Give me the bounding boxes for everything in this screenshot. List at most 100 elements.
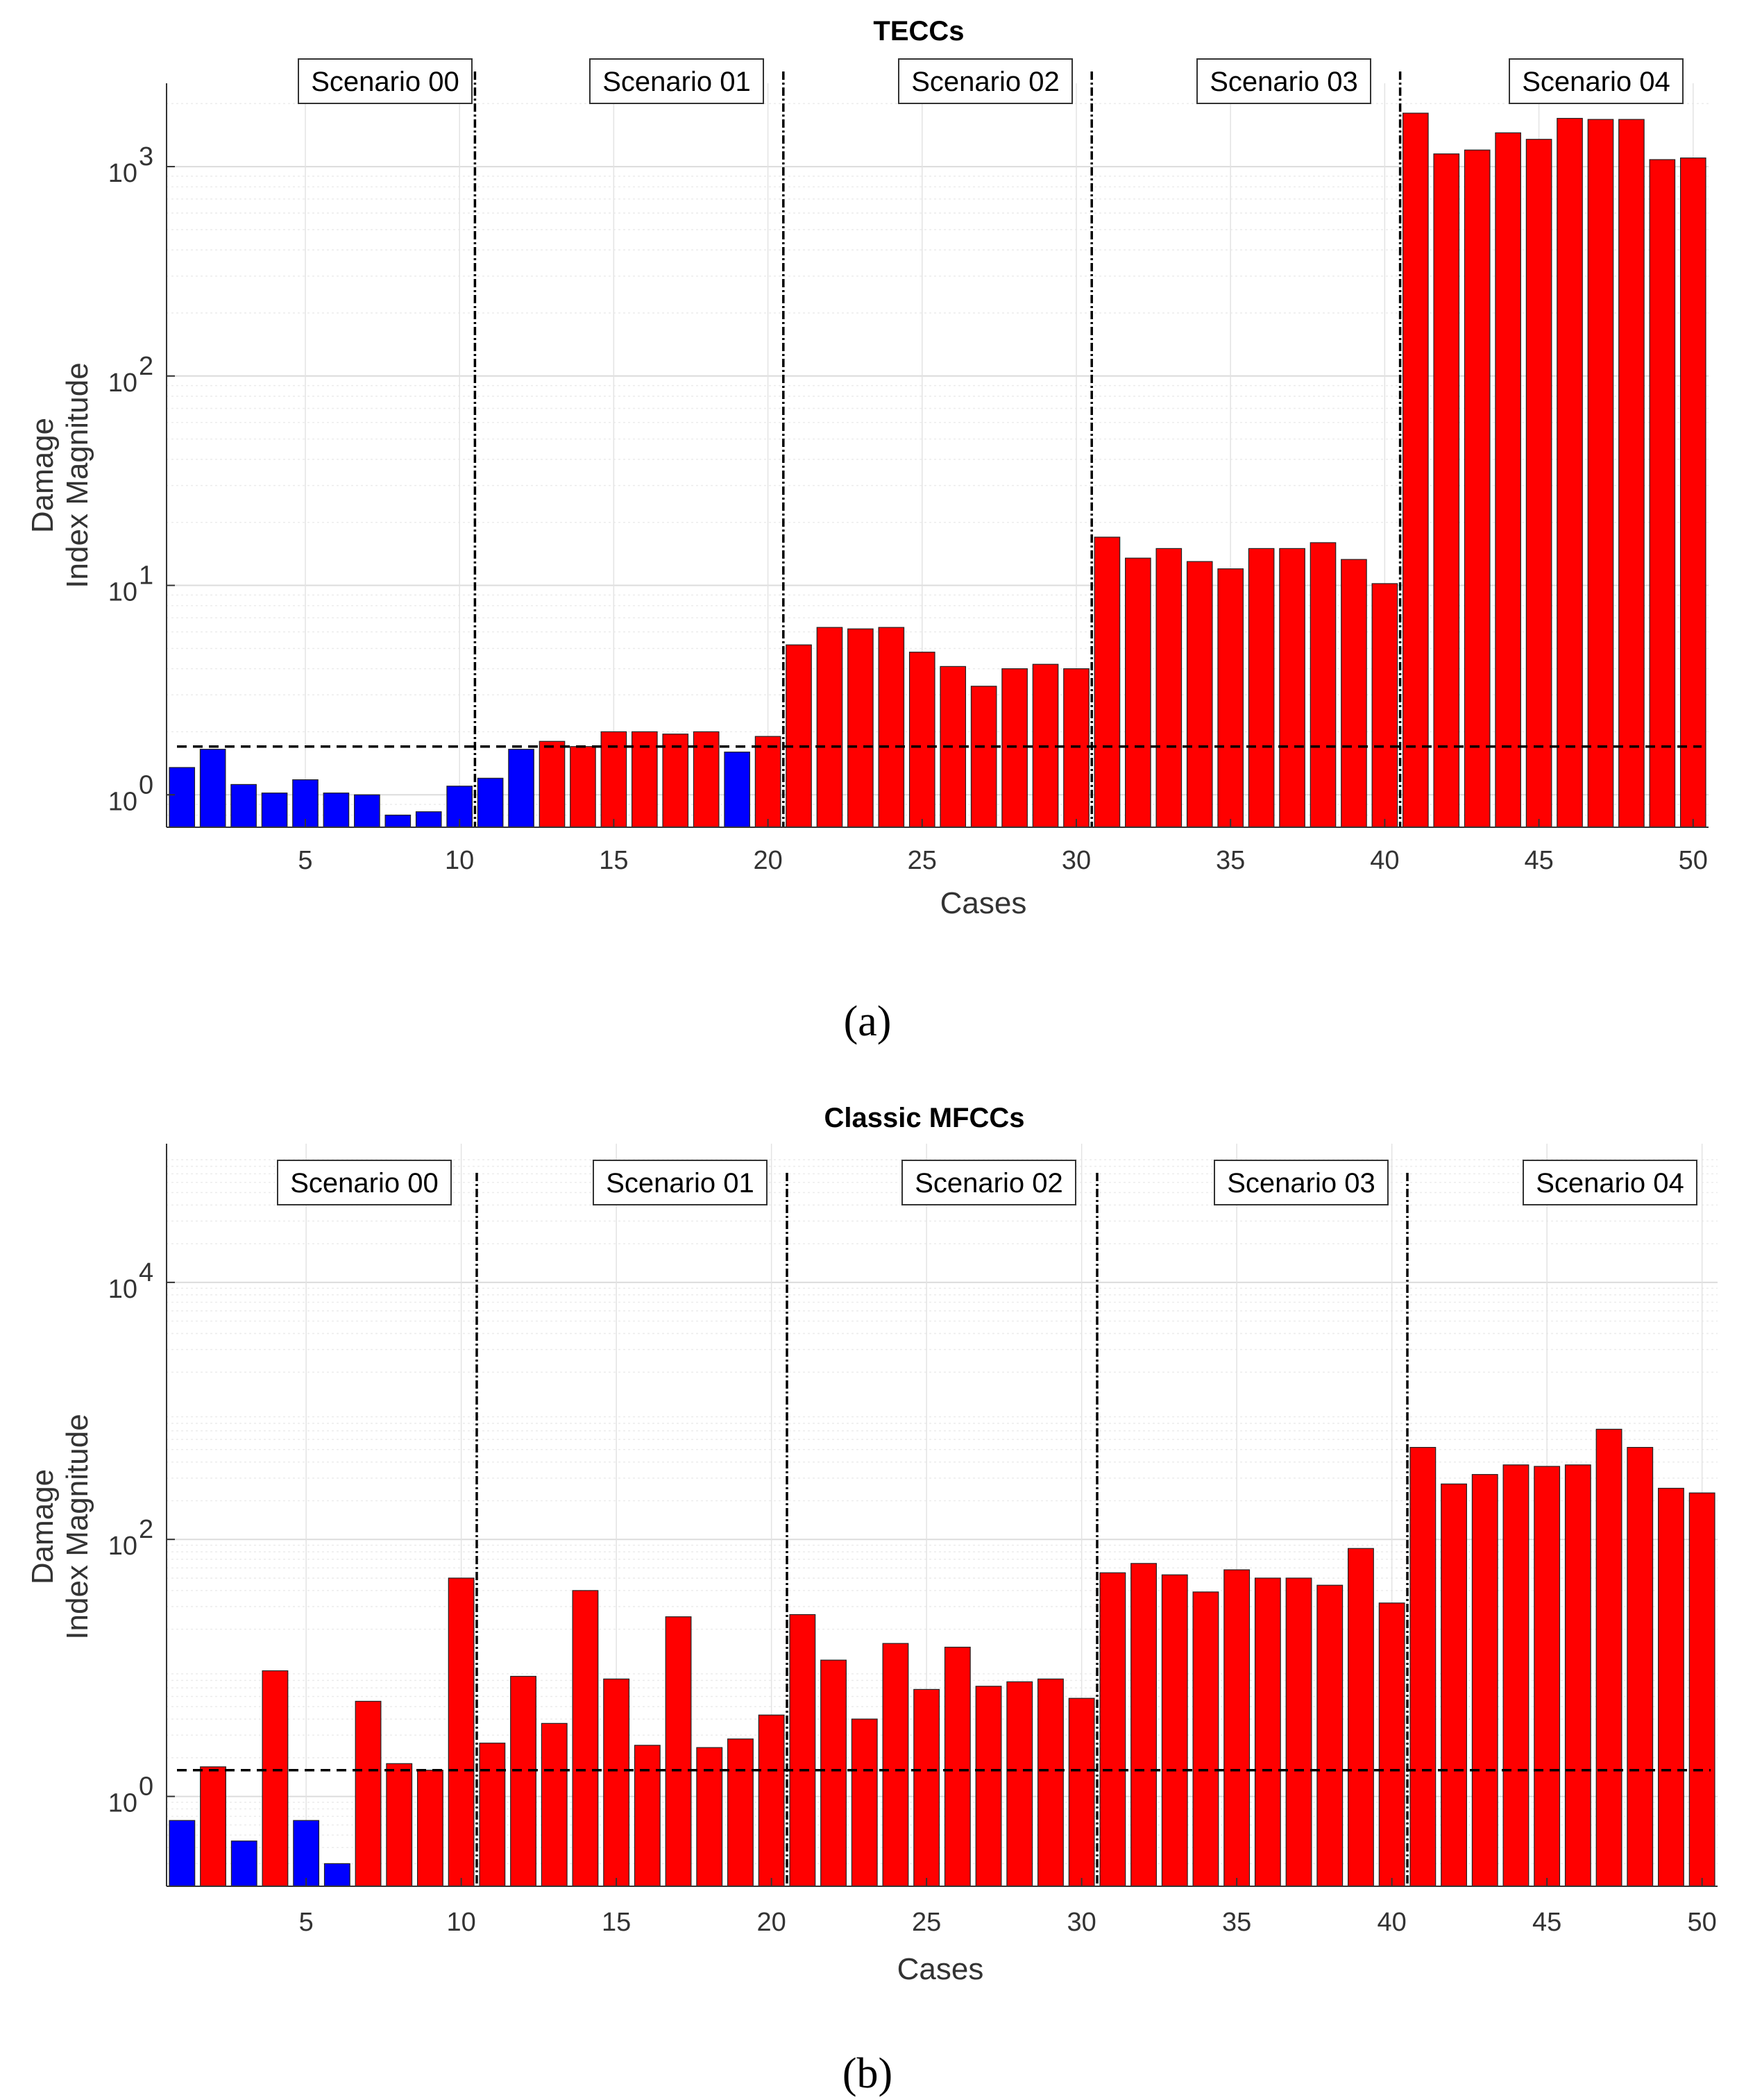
scenario-label-3: Scenario 03 [1214,1160,1389,1205]
bar-case-48 [1618,119,1645,828]
bar-case-23 [847,628,874,828]
y-tick-label-10: 101 [108,561,153,607]
bar-case-45 [1525,139,1552,828]
scenario-label-3: Scenario 03 [1196,58,1371,104]
y-tick-base: 10 [108,578,137,607]
y-tick-exponent: 0 [139,770,153,799]
y-tick-label-100: 102 [108,352,153,398]
x-tick-label-10: 10 [447,1908,476,1937]
bar-case-19 [724,752,750,828]
bar-case-18 [696,1747,723,1887]
bar-case-44 [1502,1464,1530,1887]
scenario-label-text: Scenario 04 [1522,67,1670,97]
bar-case-28 [1006,1681,1033,1887]
bar-case-16 [634,1745,661,1887]
bar-case-45 [1534,1466,1561,1887]
x-tick-label-35: 35 [1216,846,1245,875]
bar-case-49 [1649,159,1676,828]
bar-case-2 [200,1766,226,1887]
bar-case-30 [1063,668,1090,828]
scenario-label-text: Scenario 00 [290,1168,438,1199]
x-tick-label-45: 45 [1532,1908,1561,1937]
bar-case-34 [1192,1591,1219,1887]
y-tick-exponent: 1 [139,561,153,591]
bar-case-22 [820,1659,847,1887]
chart-b-y-label: Damage Index Magnitude [26,1414,94,1639]
x-tick-label-15: 15 [602,1908,631,1937]
bar-case-2 [199,749,226,828]
bar-case-3 [230,1840,257,1887]
bar-case-1 [169,767,196,828]
x-tick-label-5: 5 [298,846,312,875]
bar-case-36 [1248,548,1275,828]
bar-case-36 [1254,1577,1281,1887]
bar-case-42 [1433,153,1460,828]
scenario-label-text: Scenario 04 [1536,1168,1684,1199]
bar-case-32 [1130,1563,1157,1887]
bar-case-20 [754,736,781,828]
scenario-label-1: Scenario 01 [593,1160,768,1205]
bar-case-29 [1037,1678,1064,1887]
chart-b-x-ticks: 5 10 15 20 25 30 35 40 45 50 [299,1878,1717,1937]
bar-case-9 [417,1770,443,1887]
panel-a-caption: (a) [844,998,892,1045]
x-tick-label-10: 10 [445,846,474,875]
bar-case-22 [816,627,843,828]
bar-case-32 [1125,557,1151,828]
scenario-label-0: Scenario 00 [298,58,473,104]
y-tick-base: 10 [108,1532,137,1561]
bar-case-4 [262,1670,289,1887]
chart-a-x-ticks: 5 10 15 20 25 30 35 40 45 50 [298,819,1708,875]
bar-case-12 [510,1675,536,1887]
bar-case-34 [1186,561,1213,828]
bar-case-33 [1155,548,1183,828]
x-tick-label-30: 30 [1067,1908,1096,1937]
chart-b-bars [169,1428,1715,1887]
bar-case-48 [1627,1447,1654,1887]
y-tick-label-10000: 104 [108,1258,153,1304]
chart-a-y-label-line1: Damage [26,418,60,533]
chart-a-scenario-labels: Scenario 00 Scenario 01 Scenario 02 Scenari… [298,58,1684,104]
x-tick-label-35: 35 [1222,1908,1251,1937]
chart-a-reference-lines [177,71,1702,827]
bar-case-37 [1285,1577,1312,1887]
panel-b-caption: (b) [842,2050,892,2097]
chart-b-reference-lines [177,1173,1711,1886]
bar-case-5 [293,1820,320,1887]
y-tick-label-1: 100 [108,1772,153,1818]
scenario-label-4: Scenario 04 [1509,58,1684,104]
x-tick-label-25: 25 [908,846,937,875]
bar-case-13 [541,1722,568,1887]
x-tick-label-5: 5 [299,1908,314,1937]
bar-case-47 [1587,119,1614,828]
bar-case-8 [384,814,412,828]
bar-case-46 [1557,117,1583,828]
scenario-label-1: Scenario 01 [589,58,764,104]
scenario-label-2: Scenario 02 [901,1160,1076,1205]
scenario-label-text: Scenario 03 [1210,67,1357,97]
scenario-label-text: Scenario 02 [915,1168,1062,1199]
bar-case-9 [415,811,442,828]
bar-case-33 [1161,1574,1188,1887]
y-tick-label-1: 100 [108,770,153,816]
bar-case-25 [908,652,935,828]
chart-b-y-label-line2: Index Magnitude [60,1414,94,1639]
y-tick-label-1000: 103 [108,142,153,188]
bar-case-4 [261,793,288,828]
y-tick-exponent: 0 [139,1772,153,1802]
scenario-label-box [589,58,764,104]
bar-case-26 [944,1646,971,1887]
bar-case-20 [758,1714,785,1887]
bar-case-14 [572,1590,599,1887]
scenario-label-4: Scenario 04 [1523,1160,1697,1205]
bar-case-38 [1310,542,1337,828]
scenario-label-box [898,58,1073,104]
bar-case-49 [1658,1487,1684,1887]
scenario-label-text: Scenario 02 [911,67,1059,97]
chart-a-y-label: Damage Index Magnitude [26,362,94,588]
bar-case-38 [1316,1584,1344,1887]
scenario-label-box [277,1160,452,1205]
bar-case-14 [570,746,596,828]
scenario-label-box [1523,1160,1697,1205]
